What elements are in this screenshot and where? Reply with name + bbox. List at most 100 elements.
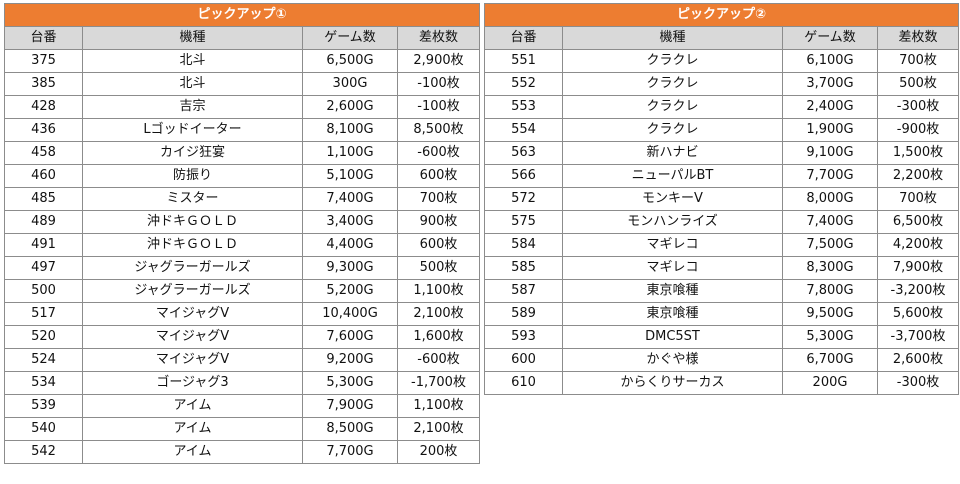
table-row: 436 Lゴッドイーター 8,100G 8,500枚 (4, 118, 481, 142)
cell-medal-difference: 900枚 (396, 210, 481, 234)
cell-medal-difference: 500枚 (396, 256, 481, 280)
cell-medal-difference: 1,100枚 (396, 394, 481, 418)
cell-machine-number: 460 (4, 164, 83, 188)
cell-game-count: 8,000G (782, 187, 878, 211)
cell-medal-difference: -300枚 (876, 371, 960, 395)
table-row: 552 クラクレ 3,700G 500枚 (484, 72, 960, 96)
cell-machine-model: クラクレ (562, 118, 783, 142)
table-row: 524 マイジャグV 9,200G -600枚 (4, 348, 481, 372)
cell-machine-number: 553 (484, 95, 563, 119)
table-row: 585 マギレコ 8,300G 7,900枚 (484, 256, 960, 280)
table-row: 489 沖ドキＧＯＬＤ 3,400G 900枚 (4, 210, 481, 234)
cell-machine-number: 458 (4, 141, 83, 165)
cell-machine-number: 385 (4, 72, 83, 96)
table-row: 458 カイジ狂宴 1,100G -600枚 (4, 141, 481, 165)
cell-machine-model: マイジャグV (82, 348, 303, 372)
cell-machine-model: モンハンライズ (562, 210, 783, 234)
cell-machine-model: クラクレ (562, 49, 783, 73)
cell-machine-number: 610 (484, 371, 563, 395)
cell-game-count: 5,100G (302, 164, 398, 188)
cell-machine-number: 375 (4, 49, 83, 73)
cell-machine-model: 北斗 (82, 49, 303, 73)
cell-game-count: 2,600G (302, 95, 398, 119)
cell-machine-number: 563 (484, 141, 563, 165)
table-row: 520 マイジャグV 7,600G 1,600枚 (4, 325, 481, 349)
table-row: 485 ミスター 7,400G 700枚 (4, 187, 481, 211)
table-row: 553 クラクレ 2,400G -300枚 (484, 95, 960, 119)
cell-machine-number: 566 (484, 164, 563, 188)
cell-game-count: 200G (782, 371, 878, 395)
cell-medal-difference: 6,500枚 (876, 210, 960, 234)
table-row: 600 かぐや様 6,700G 2,600枚 (484, 348, 960, 372)
cell-machine-number: 489 (4, 210, 83, 234)
cell-medal-difference: 1,600枚 (396, 325, 481, 349)
cell-medal-difference: 200枚 (396, 440, 481, 464)
table-row: 539 アイム 7,900G 1,100枚 (4, 394, 481, 418)
cell-machine-number: 436 (4, 118, 83, 142)
cell-medal-difference: -100枚 (396, 72, 481, 96)
cell-medal-difference: 7,900枚 (876, 256, 960, 280)
table-row: 551 クラクレ 6,100G 700枚 (484, 49, 960, 73)
cell-game-count: 6,100G (782, 49, 878, 73)
cell-machine-model: カイジ狂宴 (82, 141, 303, 165)
table-row: 566 ニューパルBT 7,700G 2,200枚 (484, 164, 960, 188)
cell-game-count: 7,400G (782, 210, 878, 234)
table-row: 500 ジャグラーガールズ 5,200G 1,100枚 (4, 279, 481, 303)
table-row: 375 北斗 6,500G 2,900枚 (4, 49, 481, 73)
cell-machine-model: クラクレ (562, 72, 783, 96)
cell-medal-difference: 5,600枚 (876, 302, 960, 326)
table-row: 554 クラクレ 1,900G -900枚 (484, 118, 960, 142)
cell-machine-model: ジャグラーガールズ (82, 279, 303, 303)
table-row: 491 沖ドキＧＯＬＤ 4,400G 600枚 (4, 233, 481, 257)
cell-machine-number: 542 (4, 440, 83, 464)
table-row: 385 北斗 300G -100枚 (4, 72, 481, 96)
cell-game-count: 1,900G (782, 118, 878, 142)
cell-game-count: 1,100G (302, 141, 398, 165)
cell-machine-number: 587 (484, 279, 563, 303)
cell-medal-difference: 600枚 (396, 233, 481, 257)
table-title: ピックアップ② (483, 3, 960, 27)
cell-game-count: 5,300G (302, 371, 398, 395)
pickup-table-2: ピックアップ② 台番 機種 ゲーム数 差枚数 551 クラクレ 6,100G 700枚… (483, 3, 960, 395)
cell-medal-difference: 2,600枚 (876, 348, 960, 372)
table-row: 517 マイジャグV 10,400G 2,100枚 (4, 302, 481, 326)
cell-game-count: 2,400G (782, 95, 878, 119)
cell-machine-number: 593 (484, 325, 563, 349)
table-title: ピックアップ① (3, 3, 481, 27)
cell-machine-number: 540 (4, 417, 83, 441)
cell-game-count: 5,200G (302, 279, 398, 303)
cell-game-count: 4,400G (302, 233, 398, 257)
cell-game-count: 7,600G (302, 325, 398, 349)
table-row: 542 アイム 7,700G 200枚 (4, 440, 481, 464)
cell-machine-number: 517 (4, 302, 83, 326)
cell-machine-model: マイジャグV (82, 325, 303, 349)
cell-machine-model: 東京喰種 (562, 279, 783, 303)
cell-machine-number: 491 (4, 233, 83, 257)
cell-machine-model: Lゴッドイーター (82, 118, 303, 142)
cell-medal-difference: 700枚 (876, 49, 960, 73)
cell-machine-model: ゴージャグ3 (82, 371, 303, 395)
cell-medal-difference: -300枚 (876, 95, 960, 119)
cell-machine-number: 520 (4, 325, 83, 349)
cell-machine-model: 新ハナビ (562, 141, 783, 165)
cell-machine-model: 防振り (82, 164, 303, 188)
pickup-table-1: ピックアップ① 台番 機種 ゲーム数 差枚数 375 北斗 6,500G 2,900枚… (3, 3, 481, 464)
cell-game-count: 3,400G (302, 210, 398, 234)
cell-medal-difference: -3,700枚 (876, 325, 960, 349)
cell-machine-number: 485 (4, 187, 83, 211)
cell-machine-model: マイジャグV (82, 302, 303, 326)
table-row: 428 吉宗 2,600G -100枚 (4, 95, 481, 119)
cell-medal-difference: 1,100枚 (396, 279, 481, 303)
cell-game-count: 6,700G (782, 348, 878, 372)
header-medal-difference: 差枚数 (876, 26, 960, 50)
cell-medal-difference: 2,100枚 (396, 302, 481, 326)
cell-game-count: 9,100G (782, 141, 878, 165)
table-row: 593 DMC5ST 5,300G -3,700枚 (484, 325, 960, 349)
cell-machine-number: 552 (484, 72, 563, 96)
cell-game-count: 10,400G (302, 302, 398, 326)
cell-game-count: 6,500G (302, 49, 398, 73)
cell-medal-difference: 8,500枚 (396, 118, 481, 142)
cell-machine-model: 沖ドキＧＯＬＤ (82, 233, 303, 257)
header-machine-number: 台番 (484, 26, 563, 50)
cell-game-count: 9,300G (302, 256, 398, 280)
